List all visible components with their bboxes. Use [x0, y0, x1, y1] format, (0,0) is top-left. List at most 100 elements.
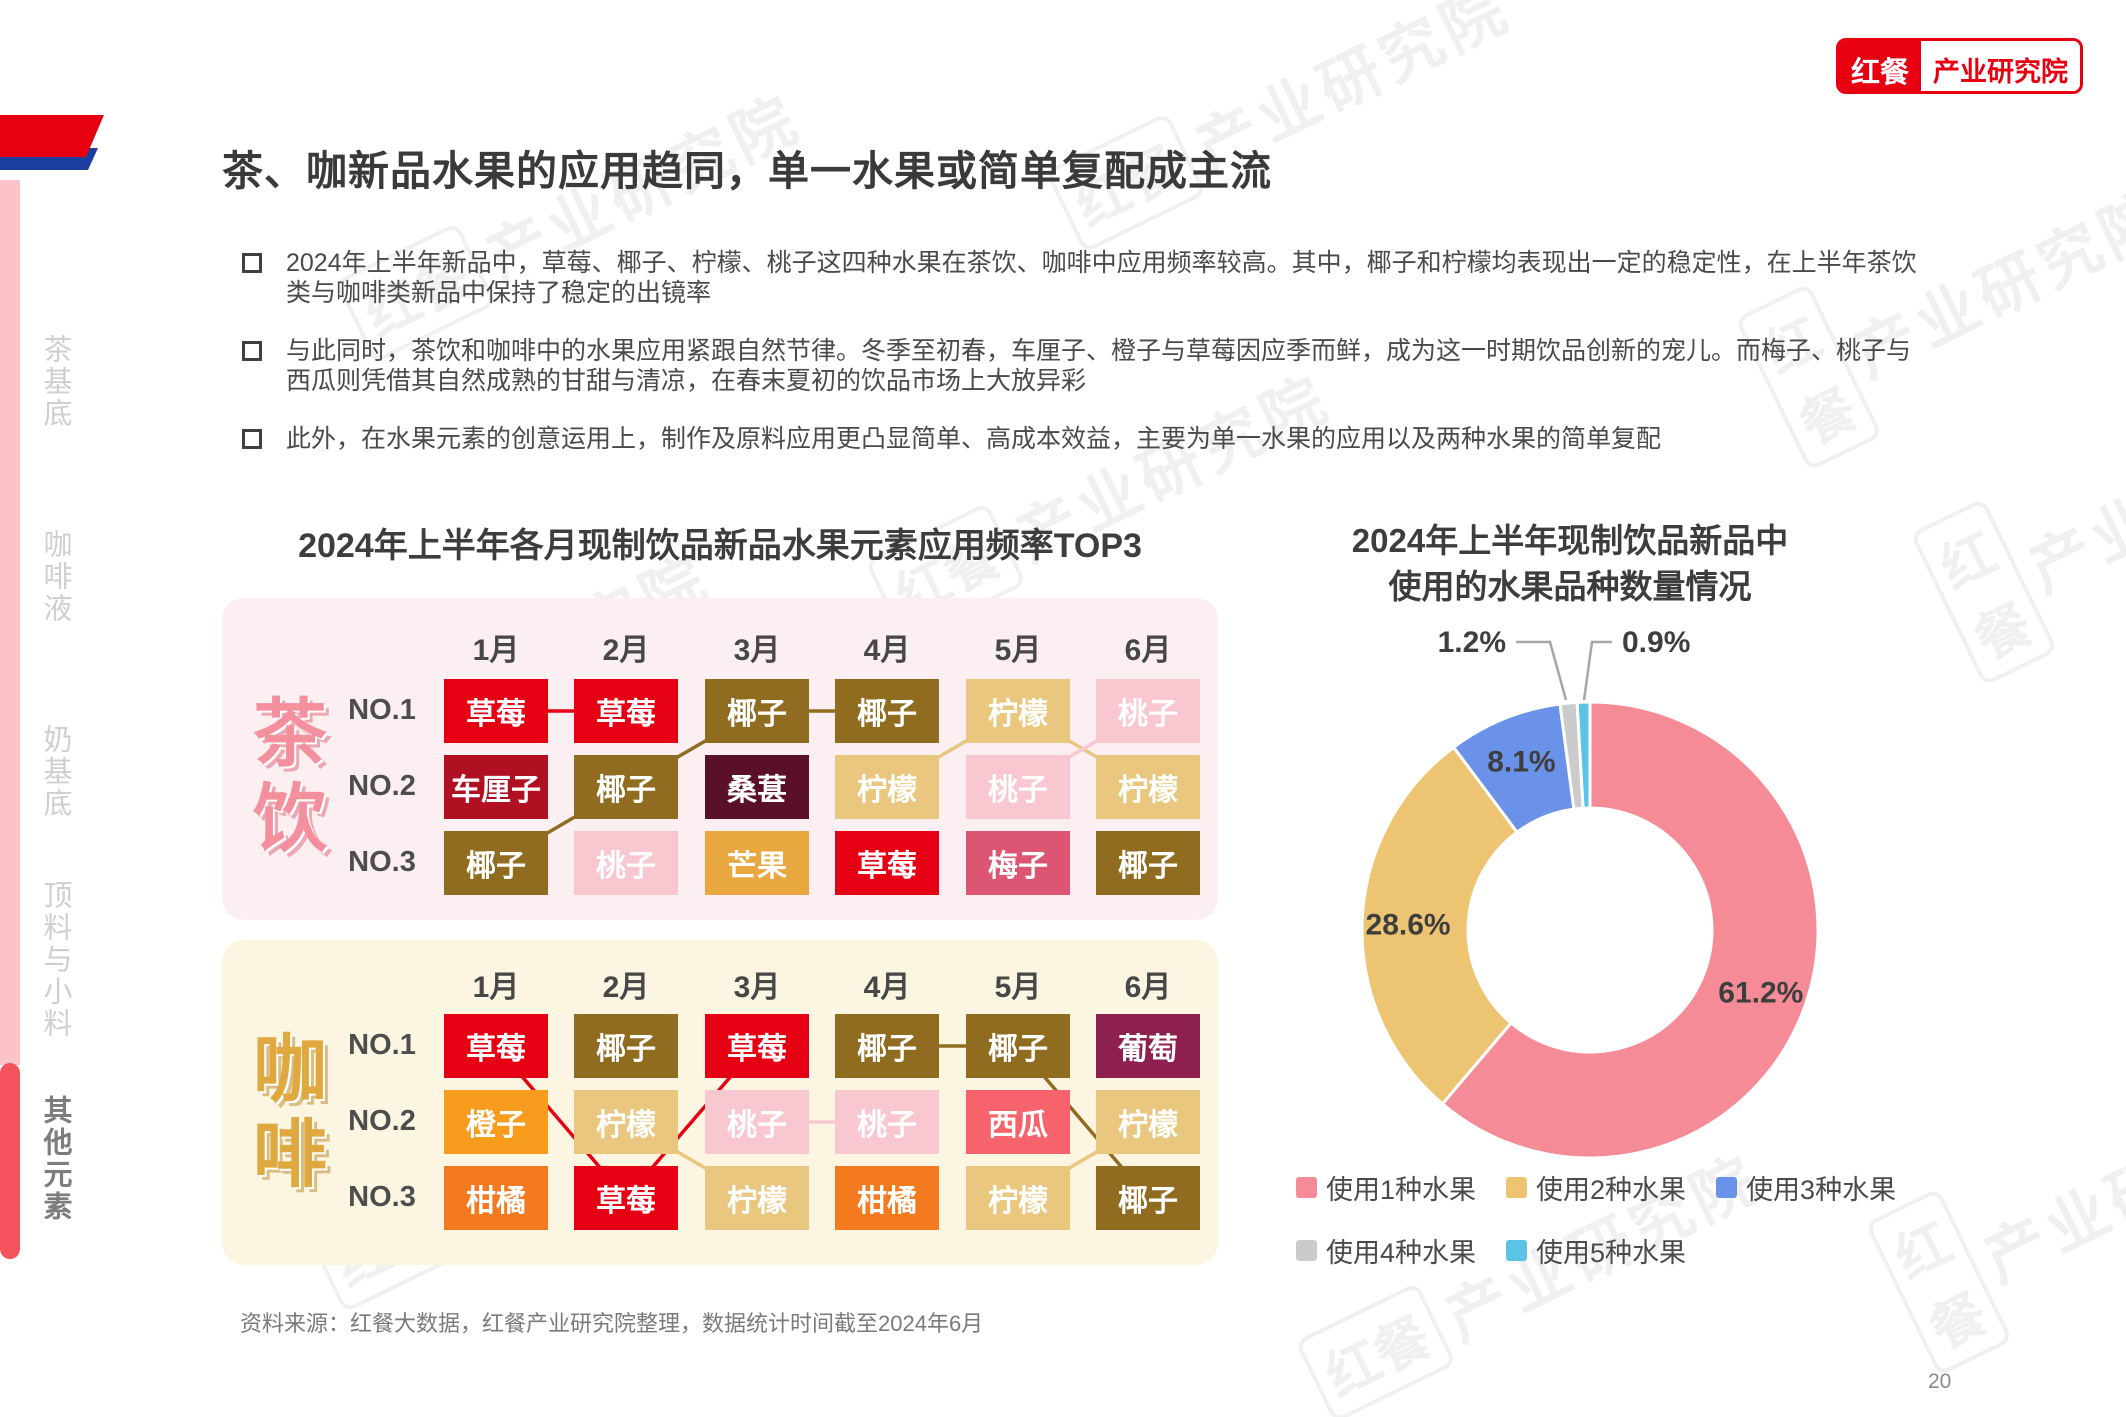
right-chart-title-line1: 2024年上半年现制饮品新品中: [1351, 522, 1789, 559]
right-chart-title-line2: 使用的水果品种数量情况: [1388, 568, 1752, 605]
legend-label: 使用1种水果: [1326, 1175, 1477, 1205]
left-chart-title: 2024年上半年各月现制饮品新品水果元素应用频率TOP3: [298, 527, 1142, 565]
fruit-cell: 草莓: [444, 1014, 548, 1078]
month-label: 5月: [994, 971, 1042, 1004]
bullet-item: 此外，在水果元素的创意运用上，制作及原料应用更凸显简单、高成本效益，主要为单一水…: [240, 424, 1918, 454]
fruit-cell: 草莓: [574, 679, 678, 743]
donut-slice-使用5种水果: [1575, 700, 1592, 810]
rank-label: NO.3: [348, 1181, 416, 1213]
month-label: 5月: [994, 634, 1042, 667]
donut-legend: 使用1种水果 使用2种水果 使用3种水果使用4种水果 使用5种水果: [1296, 1168, 1956, 1270]
legend-item: 使用1种水果: [1296, 1168, 1476, 1207]
page-title: 茶、咖新品水果的应用趋同，单一水果或简单复配成主流: [222, 148, 1272, 195]
sidebar-item-3[interactable]: 奶基底: [39, 724, 71, 820]
fruit-count-donut-chart: 61.2% 28.6% 8.1% 1.2% 0.9%: [1360, 626, 1820, 1160]
watermark-text: 产业研究院: [1974, 1084, 2126, 1296]
bullet-item: 与此同时，茶饮和咖啡中的水果应用紧跟自然节律。冬季至初春，车厘子、橙子与草莓因应…: [240, 336, 1918, 396]
fruit-cell: 椰子: [966, 1014, 1070, 1078]
data-source-note: 资料来源：红餐大数据，红餐产业研究院整理，数据统计时间截至2024年6月: [240, 1311, 984, 1336]
logo-institute: 产业研究院: [1921, 41, 2081, 91]
watermark-text: 产业研究院: [2019, 394, 2126, 606]
tea-top3-grid: 1月 2月 3月 4月 5月 6月茶饮 NO.1 草莓 草莓 椰子 椰子 柠檬 桃子 NO.2 车厘子 椰子桑…: [222, 598, 1218, 920]
fruit-cell: 椰子: [835, 1014, 939, 1078]
rank-label: NO.1: [348, 694, 416, 726]
fruit-cell: 草莓: [444, 679, 548, 743]
title-flag-icon: [0, 115, 104, 170]
legend-label: 使用5种水果: [1536, 1238, 1687, 1268]
fruit-cell: 椰子: [574, 1014, 678, 1078]
fruit-cell: 桃子: [1096, 679, 1200, 743]
rank-label: NO.2: [348, 770, 416, 802]
month-label: 1月: [472, 971, 520, 1004]
fruit-cell: 椰子: [574, 755, 678, 819]
slice-value-label: 1.2%: [1438, 626, 1506, 659]
group-label-char: 咖: [253, 1028, 327, 1111]
sidebar-track: [0, 180, 20, 1065]
fruit-cell: 桃子: [966, 755, 1070, 819]
watermark-brand: 红餐: [1909, 497, 2058, 687]
fruit-cell: 草莓: [705, 1014, 809, 1078]
fruit-cell: 柑橘: [835, 1166, 939, 1230]
fruit-cell: 草莓: [574, 1166, 678, 1230]
month-label: 6月: [1124, 634, 1172, 667]
legend-label: 使用4种水果: [1326, 1238, 1477, 1268]
fruit-cell: 柑橘: [444, 1166, 548, 1230]
summary-bullets: 2024年上半年新品中，草莓、椰子、柠檬、桃子这四种水果在茶饮、咖啡中应用频率较…: [240, 248, 1918, 482]
page-number: 20: [1928, 1370, 1952, 1393]
legend-item: 使用3种水果: [1716, 1168, 1896, 1207]
rank-label: NO.1: [348, 1029, 416, 1061]
group-label-char: 啡: [253, 1113, 327, 1196]
fruit-cell: 梅子: [966, 831, 1070, 895]
donut-slice-使用1种水果: [1440, 700, 1820, 1160]
month-label: 4月: [863, 971, 911, 1004]
rank-label: NO.2: [348, 1105, 416, 1137]
fruit-cell: 橙子: [444, 1090, 548, 1154]
donut-slice-使用2种水果: [1360, 745, 1520, 1106]
fruit-cell: 椰子: [835, 679, 939, 743]
legend-item: 使用2种水果: [1506, 1168, 1686, 1207]
bullet-item: 2024年上半年新品中，草莓、椰子、柠檬、桃子这四种水果在茶饮、咖啡中应用频率较…: [240, 248, 1918, 308]
legend-item: 使用5种水果: [1506, 1231, 1686, 1270]
legend-swatch: [1296, 1240, 1317, 1261]
fruit-cell: 椰子: [444, 831, 548, 895]
fruit-cell: 桃子: [705, 1090, 809, 1154]
month-label: 3月: [733, 634, 781, 667]
fruit-cell: 车厘子: [444, 755, 548, 819]
fruit-cell: 桃子: [574, 831, 678, 895]
sidebar-item-5[interactable]: 其他元素: [39, 1095, 71, 1223]
slice-value-label: 8.1%: [1487, 745, 1555, 778]
legend-label: 使用2种水果: [1536, 1175, 1687, 1205]
fruit-cell: 柠檬: [705, 1166, 809, 1230]
legend-swatch: [1296, 1177, 1317, 1198]
legend-label: 使用3种水果: [1746, 1175, 1897, 1205]
company-logo: 红餐 产业研究院: [1836, 38, 2084, 94]
legend-item: 使用4种水果: [1296, 1231, 1476, 1270]
rank-label: NO.3: [348, 846, 416, 878]
slice-value-label: 61.2%: [1718, 977, 1803, 1010]
fruit-cell: 桑葚: [705, 755, 809, 819]
fruit-cell: 柠檬: [966, 679, 1070, 743]
sidebar-active-indicator: [0, 1063, 20, 1259]
fruit-cell: 芒果: [705, 831, 809, 895]
fruit-cell: 桃子: [835, 1090, 939, 1154]
month-label: 2月: [602, 634, 650, 667]
fruit-cell: 柠檬: [966, 1166, 1070, 1230]
month-label: 4月: [863, 634, 911, 667]
month-label: 3月: [733, 971, 781, 1004]
fruit-cell: 椰子: [705, 679, 809, 743]
legend-swatch: [1716, 1177, 1738, 1198]
group-label-char: 饮: [253, 777, 327, 860]
right-chart-title: 2024年上半年现制饮品新品中 使用的水果品种数量情况: [1270, 518, 1870, 610]
legend-swatch: [1506, 1177, 1528, 1198]
fruit-cell: 椰子: [1096, 1166, 1200, 1230]
sidebar-item-4[interactable]: 顶料与小料: [39, 880, 71, 1040]
fruit-cell: 柠檬: [835, 755, 939, 819]
callout-line: [1516, 640, 1568, 701]
watermark: 红餐产业研究院: [1044, 0, 1524, 254]
fruit-cell: 柠檬: [574, 1090, 678, 1154]
sidebar-item-2[interactable]: 咖啡液: [39, 529, 71, 625]
fruit-cell: 葡萄: [1096, 1014, 1200, 1078]
sidebar-item-1[interactable]: 茶基底: [39, 334, 71, 430]
month-label: 6月: [1124, 971, 1172, 1004]
